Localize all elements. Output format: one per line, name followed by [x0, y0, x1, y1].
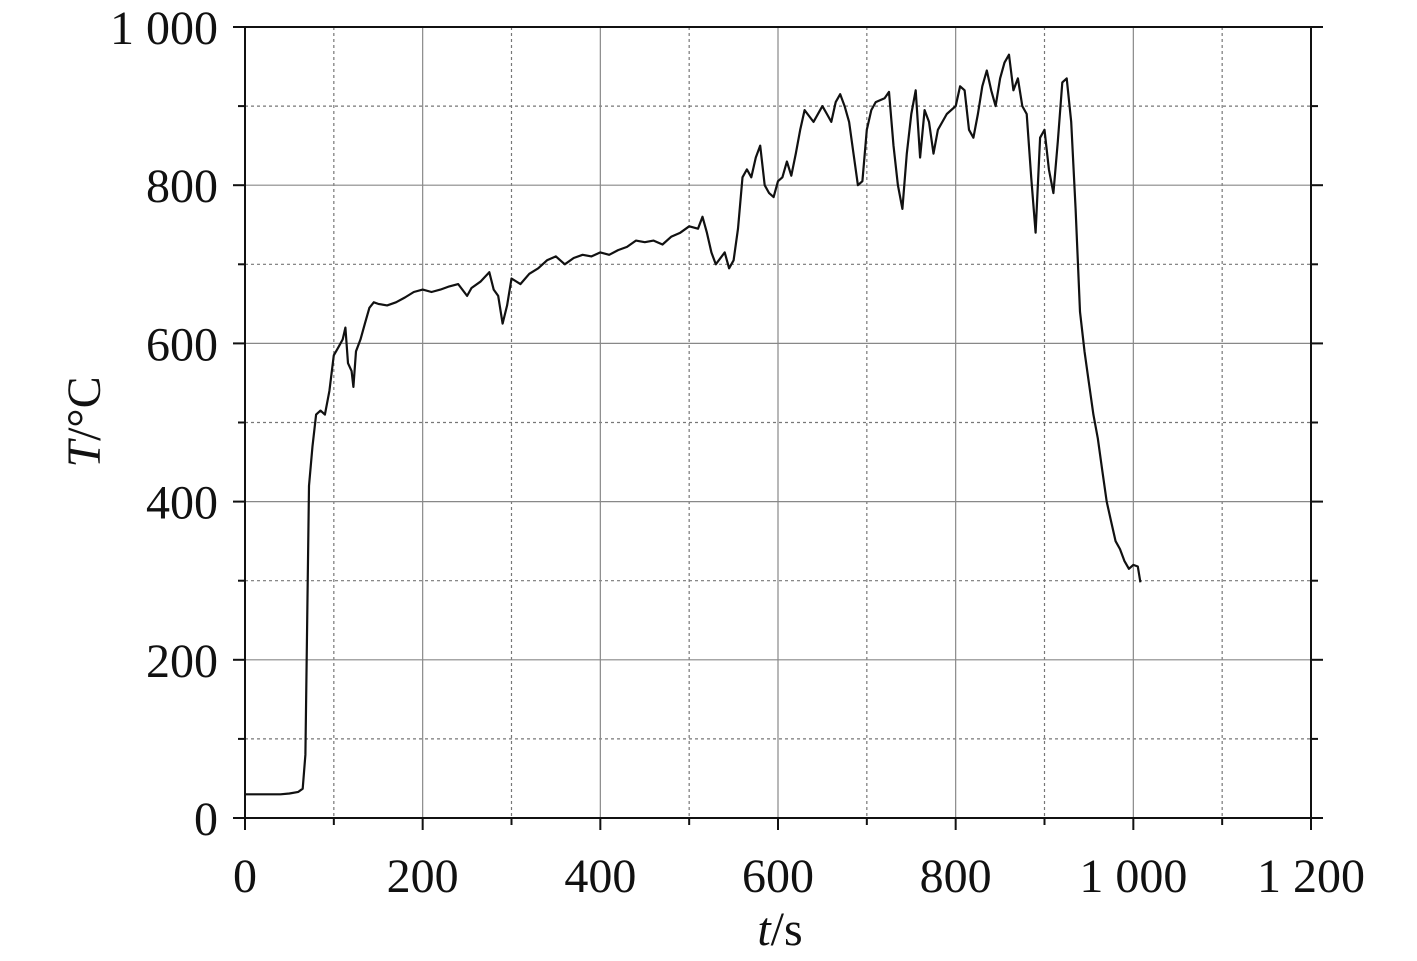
- y-tick-label: 0: [194, 793, 218, 846]
- x-label-symbol: t: [757, 903, 772, 956]
- plot-frame: [244, 26, 1312, 819]
- x-axis-label: t/s: [757, 903, 802, 956]
- y-axis-label: T/°C: [58, 376, 111, 467]
- x-tick-label: 1 200: [1257, 850, 1365, 903]
- y-tick-label: 400: [146, 477, 218, 530]
- x-tick-label: 200: [387, 850, 459, 903]
- y-tick-label: 200: [146, 635, 218, 688]
- data-line: [245, 53, 1142, 796]
- y-label-symbol: T: [58, 438, 111, 468]
- y-label-unit: /°C: [58, 376, 111, 441]
- x-tick-label: 0: [233, 850, 257, 903]
- x-tick-label: 1 000: [1079, 850, 1187, 903]
- x-tick-label: 600: [742, 850, 814, 903]
- x-tick-label: 400: [564, 850, 636, 903]
- x-tick-label: 800: [920, 850, 992, 903]
- y-tick-label: 800: [146, 160, 218, 213]
- y-tick-label: 1 000: [110, 2, 218, 55]
- x-label-unit: /s: [771, 903, 803, 956]
- y-tick-label: 600: [146, 318, 218, 371]
